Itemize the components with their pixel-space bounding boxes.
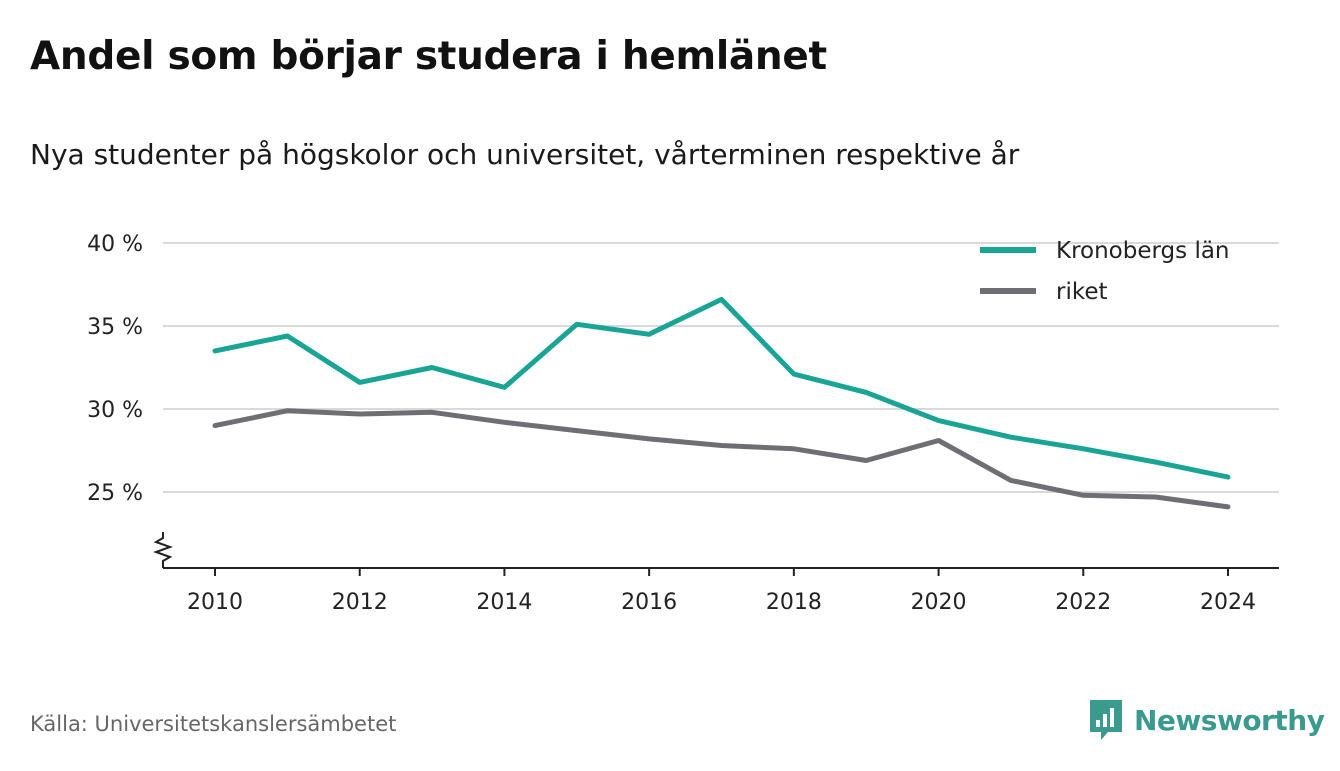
source-note: Källa: Universitetskanslersämbetet <box>30 712 397 736</box>
legend-label-1: Kronobergs län <box>1056 238 1230 264</box>
x-tick-label: 2012 <box>332 590 388 615</box>
grid-lines <box>163 242 1279 493</box>
x-tick-label: 2020 <box>911 590 967 615</box>
newsworthy-logo-icon <box>1090 700 1122 740</box>
y-tick-label: 25 % <box>87 481 143 506</box>
chart-title: Andel som börjar studera i hemlänet <box>30 34 827 79</box>
brand-logo: Newsworthy <box>1088 697 1325 743</box>
x-tick-label: 2022 <box>1055 590 1111 615</box>
y-axis-break-icon <box>153 532 173 568</box>
x-tick-label: 2024 <box>1200 590 1256 615</box>
series-line-2 <box>212 408 1231 510</box>
series-lines <box>212 296 1231 510</box>
series-line-1 <box>212 296 1231 480</box>
brand-name: Newsworthy <box>1134 703 1325 737</box>
x-tick-label: 2014 <box>476 590 532 615</box>
x-axis: 2010 2012 2014 2016 2018 2020 2022 2024 <box>153 532 1279 615</box>
y-tick-label: 30 % <box>87 398 143 423</box>
x-tick-label: 2016 <box>621 590 677 615</box>
x-tick-label: 2010 <box>187 590 243 615</box>
legend-label-2: riket <box>1056 279 1108 305</box>
y-tick-label: 40 % <box>87 232 143 257</box>
y-axis-ticks: 25 % 30 % 35 % 40 % <box>87 232 143 506</box>
chart-subtitle: Nya studenter på högskolor och universit… <box>30 138 1020 171</box>
y-tick-label: 35 % <box>87 315 143 340</box>
legend: Kronobergs län riket <box>980 238 1230 305</box>
x-tick-label: 2018 <box>766 590 822 615</box>
